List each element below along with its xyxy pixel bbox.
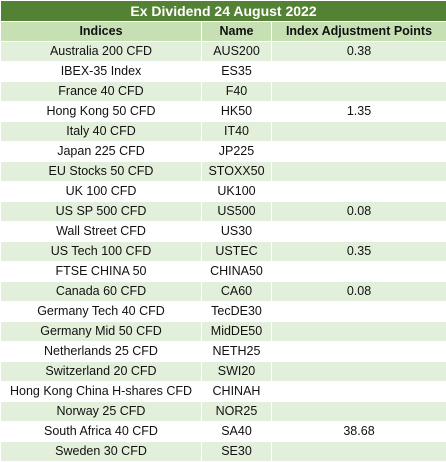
cell-index: Hong Kong China H-shares CFD	[0, 381, 202, 402]
cell-points	[271, 381, 446, 402]
title-row: Ex Dividend 24 August 2022	[0, 0, 446, 22]
cell-index: Australia 200 CFD	[0, 41, 202, 62]
cell-index: FTSE CHINA 50	[0, 261, 202, 282]
cell-name: SA40	[201, 421, 272, 442]
cell-points	[271, 221, 446, 242]
table-row: UK 100 CFD UK100	[0, 181, 446, 202]
cell-name: CHINA50	[201, 261, 272, 282]
cell-index: Netherlands 25 CFD	[0, 341, 202, 362]
cell-points	[271, 181, 446, 202]
cell-index: UK 100 CFD	[0, 181, 202, 202]
cell-name: F40	[201, 81, 272, 102]
cell-name: TecDE30	[201, 301, 272, 322]
cell-points	[271, 401, 446, 422]
cell-index: Italy 40 CFD	[0, 121, 202, 142]
cell-points	[271, 161, 446, 182]
table-title: Ex Dividend 24 August 2022	[0, 0, 446, 22]
cell-name: USTEC	[201, 241, 272, 262]
table-row: Germany Mid 50 CFD MidDE50	[0, 321, 446, 342]
cell-name: IT40	[201, 121, 272, 142]
cell-points	[271, 61, 446, 82]
table-row: France 40 CFD F40	[0, 81, 446, 102]
cell-name: UK100	[201, 181, 272, 202]
cell-name: SE30	[201, 441, 272, 462]
table-row: Wall Street CFD US30	[0, 221, 446, 242]
cell-index: US Tech 100 CFD	[0, 241, 202, 262]
cell-index: US SP 500 CFD	[0, 201, 202, 222]
table-row: Australia 200 CFD AUS200 0.38	[0, 41, 446, 62]
cell-name: STOXX50	[201, 161, 272, 182]
table-row: US Tech 100 CFD USTEC 0.35	[0, 241, 446, 262]
cell-name: US30	[201, 221, 272, 242]
header-indices: Indices	[0, 21, 202, 42]
cell-index: Germany Tech 40 CFD	[0, 301, 202, 322]
cell-points	[271, 261, 446, 282]
cell-points: 0.38	[271, 41, 446, 62]
cell-points	[271, 301, 446, 322]
cell-name: US500	[201, 201, 272, 222]
header-points: Index Adjustment Points	[271, 21, 446, 42]
cell-name: MidDE50	[201, 321, 272, 342]
header-row: Indices Name Index Adjustment Points	[0, 21, 446, 42]
table-row: US SP 500 CFD US500 0.08	[0, 201, 446, 222]
cell-name: JP225	[201, 141, 272, 162]
cell-points	[271, 341, 446, 362]
cell-name: SWI20	[201, 361, 272, 382]
table-row: EU Stocks 50 CFD STOXX50	[0, 161, 446, 182]
cell-index: Germany Mid 50 CFD	[0, 321, 202, 342]
cell-name: ES35	[201, 61, 272, 82]
cell-index: France 40 CFD	[0, 81, 202, 102]
cell-index: Japan 225 CFD	[0, 141, 202, 162]
cell-index: Sweden 30 CFD	[0, 441, 202, 462]
cell-index: Canada 60 CFD	[0, 281, 202, 302]
cell-points	[271, 441, 446, 462]
header-name: Name	[201, 21, 272, 42]
cell-name: HK50	[201, 101, 272, 122]
table-row: Japan 225 CFD JP225	[0, 141, 446, 162]
cell-points	[271, 141, 446, 162]
cell-points: 38.68	[271, 421, 446, 442]
table-row: IBEX-35 Index ES35	[0, 61, 446, 82]
cell-points: 1.35	[271, 101, 446, 122]
table-row: Hong Kong 50 CFD HK50 1.35	[0, 101, 446, 122]
cell-points	[271, 361, 446, 382]
cell-index: Norway 25 CFD	[0, 401, 202, 422]
table-row: Switzerland 20 CFD SWI20	[0, 361, 446, 382]
cell-index: Hong Kong 50 CFD	[0, 101, 202, 122]
cell-index: Wall Street CFD	[0, 221, 202, 242]
table-row: Canada 60 CFD CA60 0.08	[0, 281, 446, 302]
cell-points: 0.35	[271, 241, 446, 262]
table-row: Germany Tech 40 CFD TecDE30	[0, 301, 446, 322]
table-row: FTSE CHINA 50 CHINA50	[0, 261, 446, 282]
cell-index: South Africa 40 CFD	[0, 421, 202, 442]
cell-name: NETH25	[201, 341, 272, 362]
cell-index: Switzerland 20 CFD	[0, 361, 202, 382]
cell-name: CHINAH	[201, 381, 272, 402]
cell-points: 0.08	[271, 201, 446, 222]
table-row: South Africa 40 CFD SA40 38.68	[0, 421, 446, 442]
cell-points	[271, 81, 446, 102]
cell-points	[271, 121, 446, 142]
table-body: Australia 200 CFD AUS200 0.38 IBEX-35 Index…	[0, 41, 446, 462]
cell-index: EU Stocks 50 CFD	[0, 161, 202, 182]
cell-index: IBEX-35 Index	[0, 61, 202, 82]
cell-points	[271, 321, 446, 342]
table-row: Netherlands 25 CFD NETH25	[0, 341, 446, 362]
table-row: Norway 25 CFD NOR25	[0, 401, 446, 422]
table-row: Hong Kong China H-shares CFD CHINAH	[0, 381, 446, 402]
cell-name: NOR25	[201, 401, 272, 422]
table-row: Sweden 30 CFD SE30	[0, 441, 446, 462]
cell-points: 0.08	[271, 281, 446, 302]
table-row: Italy 40 CFD IT40	[0, 121, 446, 142]
cell-name: AUS200	[201, 41, 272, 62]
cell-name: CA60	[201, 281, 272, 302]
